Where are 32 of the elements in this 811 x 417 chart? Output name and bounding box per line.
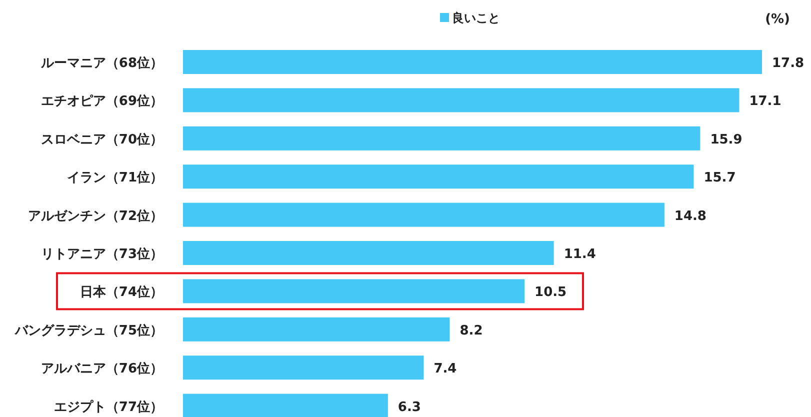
bar [183,279,525,304]
data-label: 17.1 [749,94,782,110]
data-label: 8.2 [460,323,483,338]
data-label: 14.8 [674,208,706,224]
y-tick-label: 日本（74位） [80,285,163,300]
y-tick-label: アルゼンチン（72位） [28,208,163,224]
bar [183,126,700,150]
data-label: 6.3 [398,400,421,415]
bar [183,241,554,265]
data-label: 17.8 [772,56,804,71]
y-tick-label: アルバニア（76位） [40,362,163,377]
data-label: 11.4 [564,247,596,262]
bar [183,164,694,189]
legend-label: 良いこと [452,11,500,25]
y-tick-label: イラン（71位） [66,170,163,186]
data-label: 7.4 [434,362,457,377]
y-tick-label: リトアニア（73位） [40,247,163,262]
bar [183,88,740,112]
y-tick-label: バングラデシュ（75位） [14,323,163,338]
text: (%) [765,12,790,27]
bar [183,202,664,227]
y-tick-label: スロベニア（70位） [40,132,163,148]
data-label: 10.5 [534,285,567,300]
data-label: 15.9 [710,132,742,148]
data-label: 15.7 [704,170,736,186]
y-tick-label: エジプト（77位） [54,398,163,415]
y-tick-label: ルーマニア（68位） [40,56,163,71]
bar [183,356,424,380]
bar [183,317,450,342]
bar [183,50,762,74]
bar [183,394,388,417]
y-tick-label: エチオピア（69位） [40,94,163,110]
